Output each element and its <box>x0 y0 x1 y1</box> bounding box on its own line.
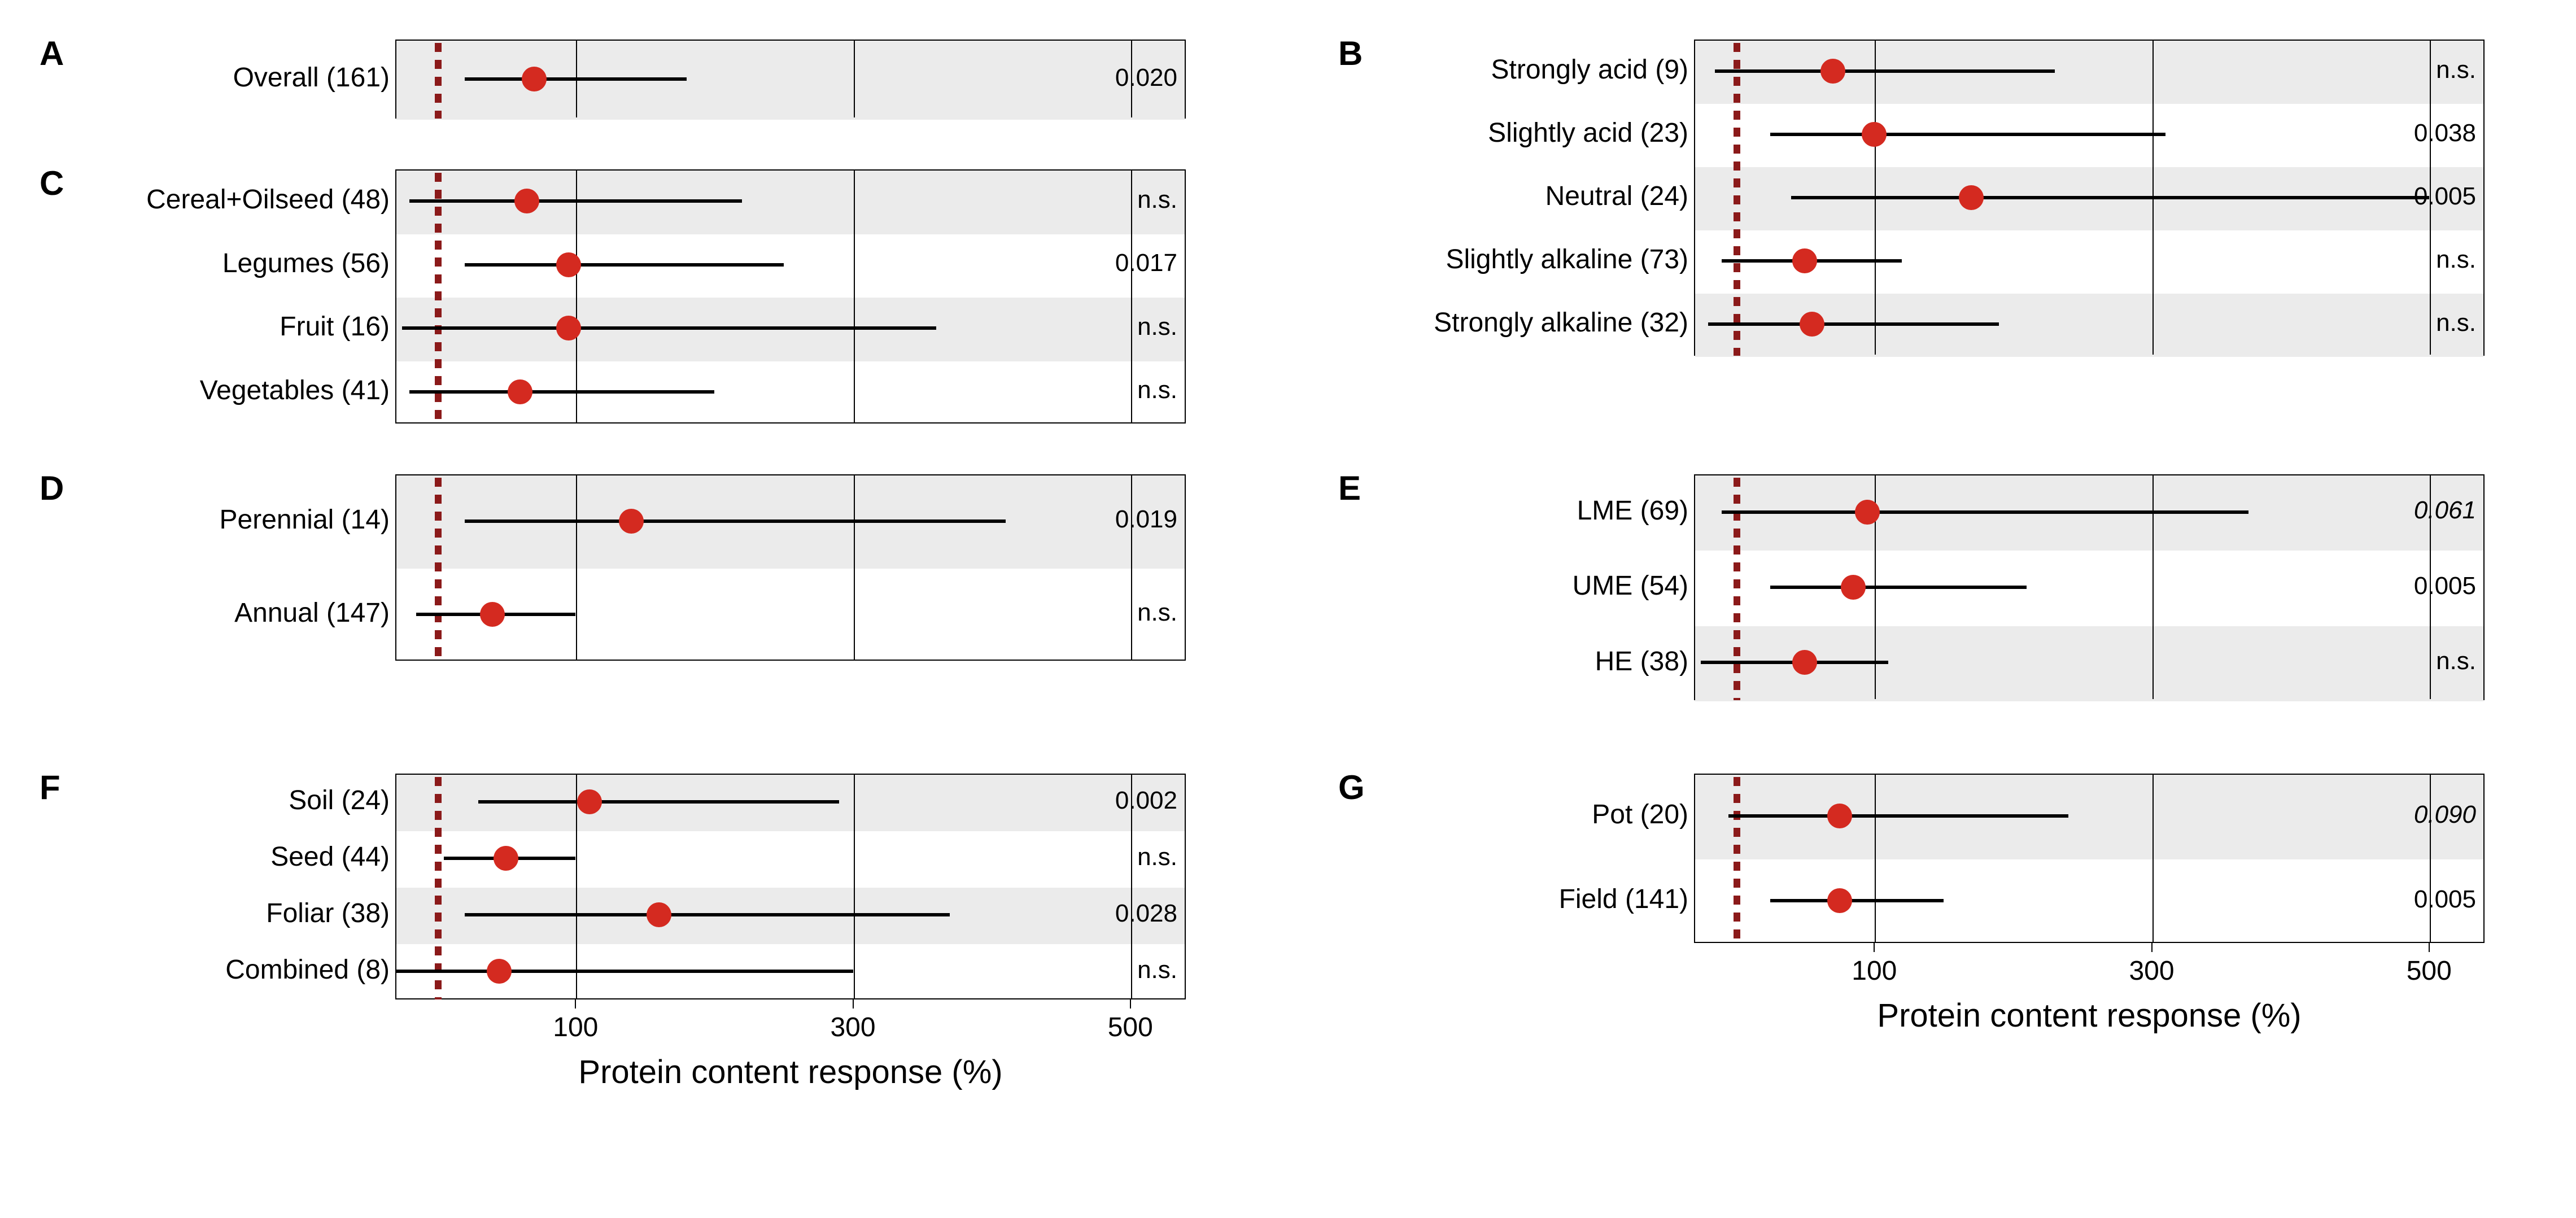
p-value-label: n.s. <box>0 56 2476 84</box>
reference-line-dash <box>1734 681 1740 690</box>
grid-tick <box>2430 775 2431 942</box>
p-value-label: n.s. <box>0 186 1177 214</box>
reference-line-dash <box>435 946 442 955</box>
reference-line-dash <box>435 224 442 233</box>
reference-line-dash <box>435 777 442 786</box>
grid-tick <box>2153 775 2154 942</box>
grid-tick <box>1875 775 1876 942</box>
reference-line-dash <box>1734 845 1740 854</box>
reference-line-dash <box>435 630 442 639</box>
x-tick-label: 500 <box>1085 1012 1176 1043</box>
reference-line-dash <box>1734 630 1740 639</box>
reference-line-dash <box>1734 161 1740 171</box>
p-value-label: n.s. <box>0 843 1177 871</box>
x-tick-mark <box>575 999 576 1009</box>
reference-line-dash <box>435 359 442 368</box>
x-axis-title: Protein content response (%) <box>395 1053 1186 1091</box>
x-tick-label: 500 <box>2384 955 2474 986</box>
reference-line-dash <box>1734 562 1740 571</box>
reference-line-dash <box>1734 111 1740 120</box>
x-tick-mark <box>2429 943 2430 952</box>
x-tick-label: 100 <box>1829 955 1919 986</box>
reference-line-dash <box>435 929 442 938</box>
reference-line-dash <box>1734 280 1740 289</box>
p-value-label: 0.038 <box>0 119 2476 147</box>
reference-line-dash <box>1734 613 1740 622</box>
reference-line-dash <box>1734 478 1740 487</box>
reference-line-dash <box>435 43 442 52</box>
reference-line-dash <box>1734 913 1740 922</box>
p-value-label: n.s. <box>0 376 1177 404</box>
x-tick-label: 300 <box>2107 955 2197 986</box>
panel-letter-G: G <box>1338 768 1365 807</box>
p-value-label: n.s. <box>0 956 1177 984</box>
reference-line-dash <box>1734 297 1740 306</box>
reference-line-dash <box>1734 862 1740 871</box>
p-value-label: 0.017 <box>0 249 1177 277</box>
x-axis-title: Protein content response (%) <box>1694 997 2485 1034</box>
reference-line-dash <box>435 478 442 487</box>
p-value-label: n.s. <box>0 647 2476 675</box>
p-value-label: n.s. <box>0 313 1177 341</box>
reference-line-dash <box>435 545 442 555</box>
reference-line-dash <box>435 241 442 250</box>
p-value-label: n.s. <box>0 599 1177 627</box>
reference-line-dash <box>1734 94 1740 103</box>
reference-line-dash <box>435 410 442 419</box>
reference-line-dash <box>1734 212 1740 221</box>
panel-letter-B: B <box>1338 34 1363 73</box>
reference-line-dash <box>1734 698 1740 700</box>
reference-line-dash <box>435 291 442 300</box>
panel-letter-E: E <box>1338 469 1361 508</box>
x-tick-label: 300 <box>808 1012 898 1043</box>
p-value-label: 0.005 <box>0 885 2476 914</box>
reference-line-dash <box>1734 929 1740 938</box>
panel-letter-C: C <box>40 164 64 203</box>
reference-line-dash <box>1734 777 1740 786</box>
reference-line-dash <box>1734 43 1740 52</box>
panel-G-plot <box>1694 774 2485 943</box>
reference-line-dash <box>435 173 442 182</box>
figure-root: Overall (161)0.020AStrongly acid (9)n.s.… <box>0 0 2576 1218</box>
reference-line-dash <box>1734 545 1740 555</box>
x-tick-mark <box>2151 943 2153 952</box>
p-value-label: 0.090 <box>0 801 2476 829</box>
reference-line-dash <box>1734 529 1740 538</box>
p-value-label: 0.061 <box>0 496 2476 525</box>
x-tick-mark <box>1130 999 1131 1009</box>
x-tick-label: 100 <box>530 1012 621 1043</box>
reference-line-dash <box>1734 828 1740 837</box>
reference-line-dash <box>435 997 442 999</box>
p-value-label: 0.005 <box>0 572 2476 600</box>
reference-line-dash <box>1734 229 1740 238</box>
x-tick-mark <box>1874 943 1875 952</box>
reference-line-dash <box>435 342 442 351</box>
x-tick-mark <box>853 999 854 1009</box>
reference-line-dash <box>1734 348 1740 356</box>
reference-line-dash <box>435 94 442 103</box>
